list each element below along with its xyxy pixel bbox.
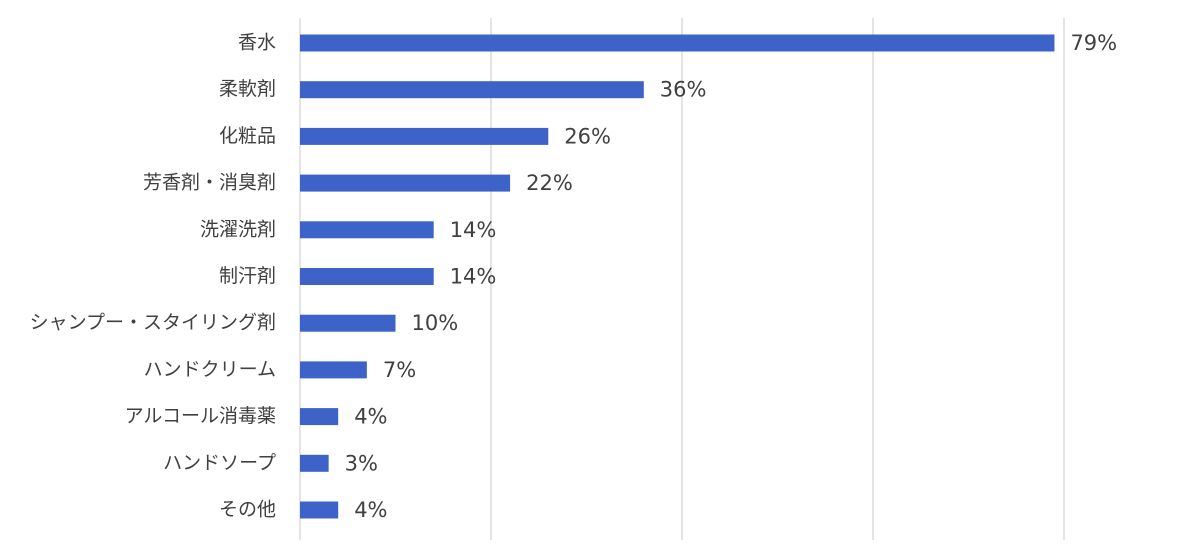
category-label: シャンプー・スタイリング剤: [30, 312, 276, 334]
bar: [300, 34, 1055, 52]
value-label: 26%: [564, 124, 611, 148]
bar: [300, 221, 434, 239]
bar: [300, 81, 644, 99]
category-label: アルコール消毒薬: [125, 405, 276, 427]
category-label: 制汗剤: [219, 265, 276, 287]
bar: [300, 501, 339, 519]
category-label: 芳香剤・消臭剤: [143, 172, 276, 194]
value-label: 14%: [450, 218, 497, 242]
category-label: ハンドクリーム: [144, 358, 276, 380]
category-label: 洗濯洗剤: [200, 218, 276, 240]
value-label: 79%: [1070, 31, 1117, 55]
value-label: 7%: [383, 358, 416, 382]
bar: [300, 314, 396, 332]
bar: [300, 454, 329, 472]
bar: [300, 268, 434, 285]
value-label: 4%: [354, 498, 387, 522]
value-label: 22%: [526, 171, 573, 195]
category-label: 化粧品: [219, 125, 276, 147]
value-label: 36%: [660, 78, 707, 102]
bar: [300, 174, 511, 192]
value-label: 4%: [354, 405, 387, 429]
category-label: その他: [219, 499, 276, 521]
bar: [300, 408, 339, 426]
value-label: 10%: [412, 311, 459, 335]
category-label: 香水: [238, 32, 276, 54]
category-label: ハンドソープ: [163, 452, 276, 474]
value-label: 14%: [450, 265, 497, 289]
value-label: 3%: [345, 451, 378, 475]
bar: [300, 361, 367, 379]
bar: [300, 127, 549, 145]
category-label: 柔軟剤: [219, 78, 276, 100]
